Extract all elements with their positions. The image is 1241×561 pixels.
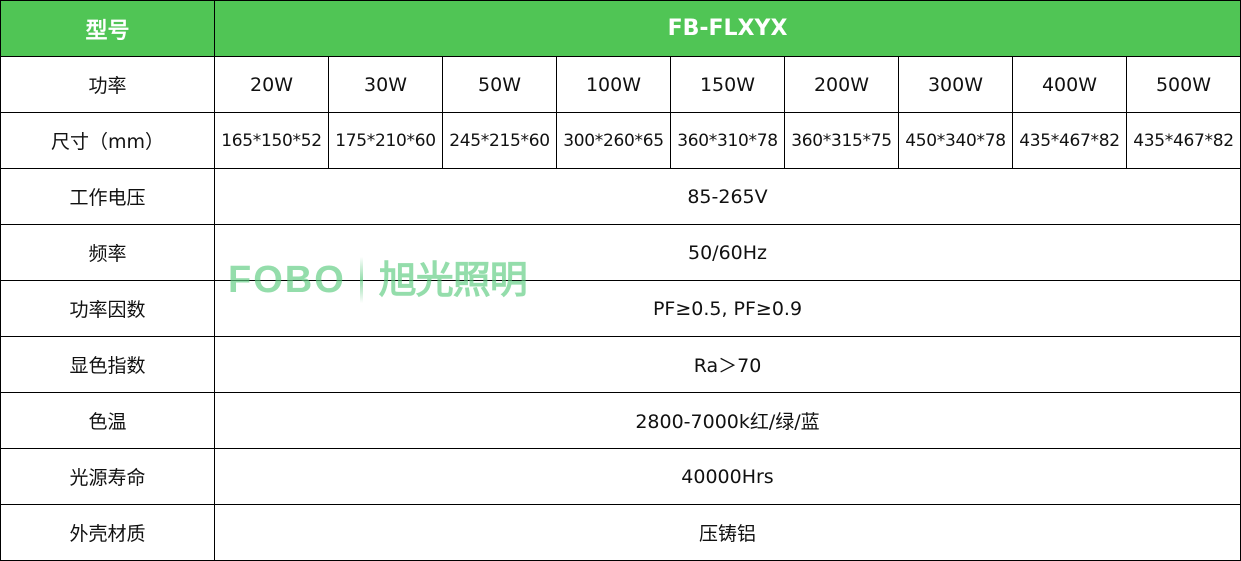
spec-row: 光源寿命 40000Hrs: [0, 448, 1241, 505]
spec-row: 色温 2800-7000k红/绿/蓝: [0, 392, 1241, 449]
spec-row: 频率 50/60Hz: [0, 224, 1241, 281]
spec-value: 40000Hrs: [214, 448, 1241, 505]
power-cell: 300W: [898, 56, 1013, 113]
power-cell: 200W: [784, 56, 899, 113]
spec-value: Ra＞70: [214, 336, 1241, 393]
size-cell: 245*215*60: [442, 112, 557, 169]
spec-label: 功率因数: [0, 280, 215, 337]
size-label: 尺寸（mm）: [0, 112, 215, 169]
size-cell: 165*150*52: [214, 112, 329, 169]
spec-value: 压铸铝: [214, 504, 1241, 561]
power-label: 功率: [0, 56, 215, 113]
spec-row: 外壳材质 压铸铝: [0, 504, 1241, 561]
header-row: 型号 FB-FLXYX: [0, 0, 1241, 57]
spec-label: 外壳材质: [0, 504, 215, 561]
power-cell: 150W: [670, 56, 785, 113]
size-cell: 435*467*82: [1012, 112, 1127, 169]
spec-row: 工作电压 85-265V: [0, 168, 1241, 225]
spec-row: 显色指数 Ra＞70: [0, 336, 1241, 393]
power-cell: 20W: [214, 56, 329, 113]
power-cell: 500W: [1126, 56, 1241, 113]
spec-row: 功率因数 PF≥0.5, PF≥0.9: [0, 280, 1241, 337]
spec-value: 2800-7000k红/绿/蓝: [214, 392, 1241, 449]
power-row: 功率 20W 30W 50W 100W 150W 200W 300W 400W …: [0, 56, 1241, 113]
size-cell: 360*315*75: [784, 112, 899, 169]
spec-value: 50/60Hz: [214, 224, 1241, 281]
spec-label: 工作电压: [0, 168, 215, 225]
size-cell: 175*210*60: [328, 112, 443, 169]
size-cell: 300*260*65: [556, 112, 671, 169]
power-cell: 100W: [556, 56, 671, 113]
size-cell: 435*467*82: [1126, 112, 1241, 169]
model-value: FB-FLXYX: [214, 0, 1241, 57]
spec-label: 色温: [0, 392, 215, 449]
spec-label: 频率: [0, 224, 215, 281]
spec-label: 光源寿命: [0, 448, 215, 505]
size-cell: 360*310*78: [670, 112, 785, 169]
power-cell: 50W: [442, 56, 557, 113]
model-label: 型号: [0, 0, 215, 57]
spec-label: 显色指数: [0, 336, 215, 393]
size-cell: 450*340*78: [898, 112, 1013, 169]
spec-value: 85-265V: [214, 168, 1241, 225]
power-cell: 400W: [1012, 56, 1127, 113]
size-row: 尺寸（mm） 165*150*52 175*210*60 245*215*60 …: [0, 112, 1241, 169]
power-cell: 30W: [328, 56, 443, 113]
spec-value: PF≥0.5, PF≥0.9: [214, 280, 1241, 337]
